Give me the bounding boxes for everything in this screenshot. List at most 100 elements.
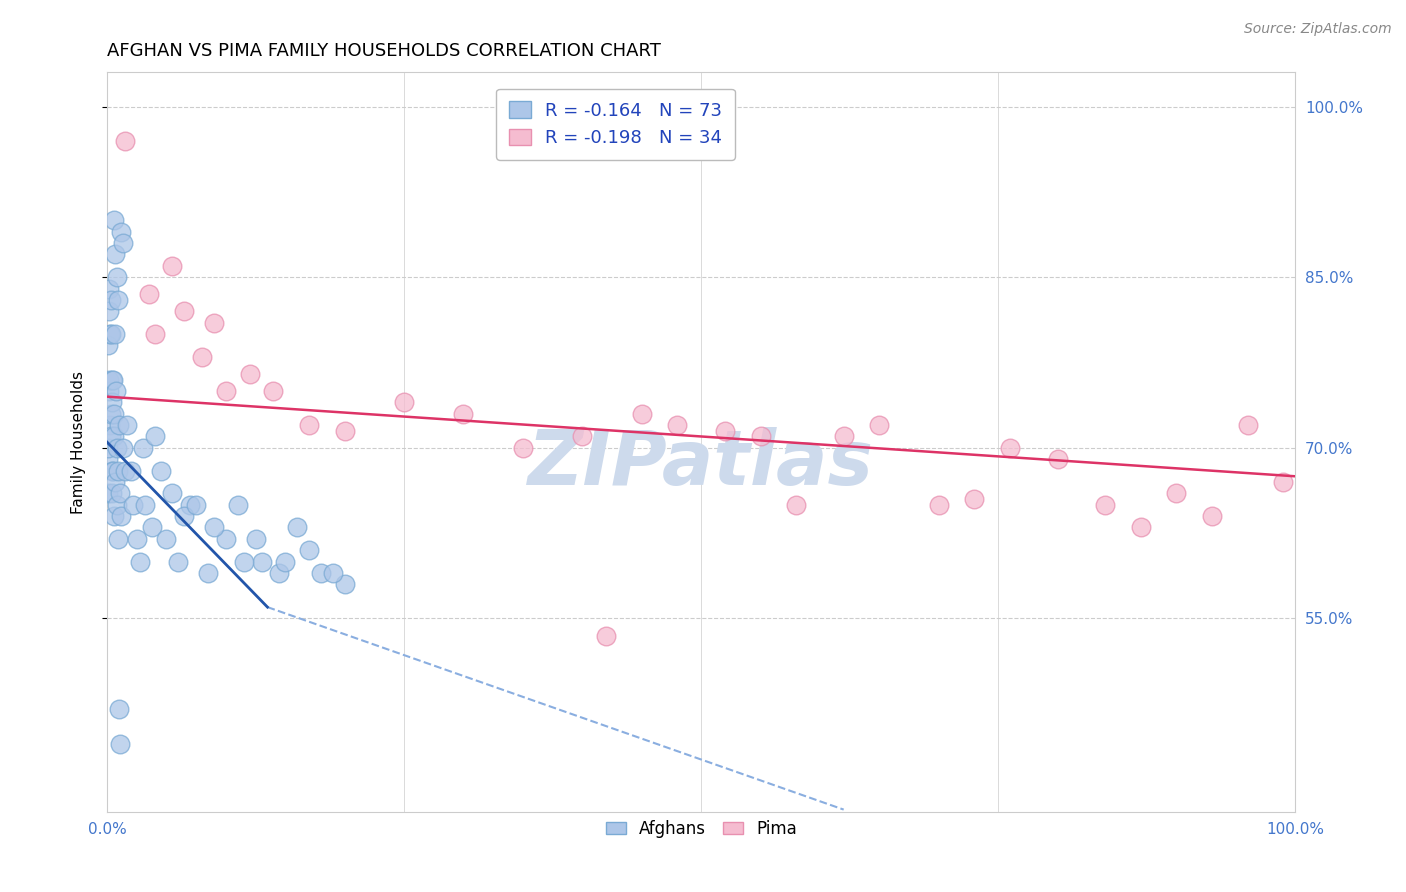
Point (571, 429, 593, 443)
Point (98, 373, 121, 387)
Point (104, 327, 127, 342)
Point (197, 566, 219, 580)
Y-axis label: Family Households: Family Households (72, 371, 86, 514)
Point (111, 235, 134, 250)
Point (100, 407, 122, 421)
Point (101, 464, 124, 478)
Point (714, 424, 737, 438)
Point (108, 737, 131, 751)
Text: AFGHAN VS PIMA FAMILY HOUSEHOLDS CORRELATION CHART: AFGHAN VS PIMA FAMILY HOUSEHOLDS CORRELA… (107, 42, 661, 60)
Point (1272, 475, 1295, 489)
Point (97, 384, 120, 398)
Point (97, 338, 120, 352)
Point (298, 418, 321, 433)
Point (138, 287, 160, 301)
Point (1166, 486, 1188, 500)
Point (232, 555, 254, 569)
Point (269, 566, 291, 580)
Point (97, 441, 120, 455)
Legend: Afghans, Pima: Afghans, Pima (599, 813, 803, 844)
Point (749, 429, 772, 443)
Point (101, 464, 124, 478)
Point (98, 282, 121, 296)
Point (1046, 452, 1069, 467)
Point (162, 486, 184, 500)
Point (666, 418, 689, 433)
Point (868, 418, 890, 433)
Point (392, 395, 415, 409)
Point (114, 464, 136, 478)
Point (132, 441, 155, 455)
Point (108, 418, 131, 433)
Point (250, 555, 273, 569)
Point (1201, 509, 1223, 524)
Point (107, 464, 129, 478)
Point (104, 475, 127, 489)
Point (97, 304, 120, 318)
Point (98, 418, 121, 433)
Text: ZIPatlas: ZIPatlas (529, 427, 875, 501)
Point (173, 304, 195, 318)
Point (114, 134, 136, 148)
Point (215, 384, 238, 398)
Point (107, 293, 129, 307)
Point (333, 424, 356, 438)
Point (117, 418, 139, 433)
Point (104, 247, 127, 261)
Point (245, 532, 267, 546)
Point (134, 498, 156, 512)
Point (202, 520, 225, 534)
Point (173, 509, 195, 524)
Point (108, 702, 131, 716)
Point (101, 395, 124, 409)
Point (149, 464, 172, 478)
Point (101, 373, 124, 387)
Point (998, 441, 1021, 455)
Point (105, 441, 128, 455)
Point (101, 486, 124, 500)
Point (143, 327, 166, 342)
Point (97, 452, 120, 467)
Point (285, 520, 308, 534)
Point (239, 367, 262, 381)
Point (98, 327, 121, 342)
Point (101, 373, 124, 387)
Point (105, 270, 128, 285)
Point (105, 498, 128, 512)
Point (202, 316, 225, 330)
Point (103, 407, 125, 421)
Point (103, 429, 125, 443)
Point (104, 384, 127, 398)
Point (333, 577, 356, 591)
Point (191, 350, 214, 364)
Point (630, 407, 652, 421)
Point (832, 429, 855, 443)
Point (186, 498, 208, 512)
Point (97, 486, 120, 500)
Point (129, 555, 152, 569)
Point (103, 213, 125, 227)
Point (785, 498, 807, 512)
Point (110, 225, 132, 239)
Point (309, 566, 332, 580)
Point (298, 543, 321, 558)
Point (1129, 520, 1152, 534)
Point (155, 532, 177, 546)
Point (322, 566, 344, 580)
Point (125, 532, 148, 546)
Point (120, 464, 142, 478)
Point (141, 520, 163, 534)
Point (928, 498, 950, 512)
Point (110, 509, 132, 524)
Point (179, 498, 201, 512)
Point (122, 498, 145, 512)
Text: Source: ZipAtlas.com: Source: ZipAtlas.com (1244, 22, 1392, 37)
Point (100, 429, 122, 443)
Point (453, 407, 475, 421)
Point (103, 509, 125, 524)
Point (107, 532, 129, 546)
Point (108, 486, 131, 500)
Point (162, 259, 184, 273)
Point (274, 555, 297, 569)
Point (1236, 418, 1258, 433)
